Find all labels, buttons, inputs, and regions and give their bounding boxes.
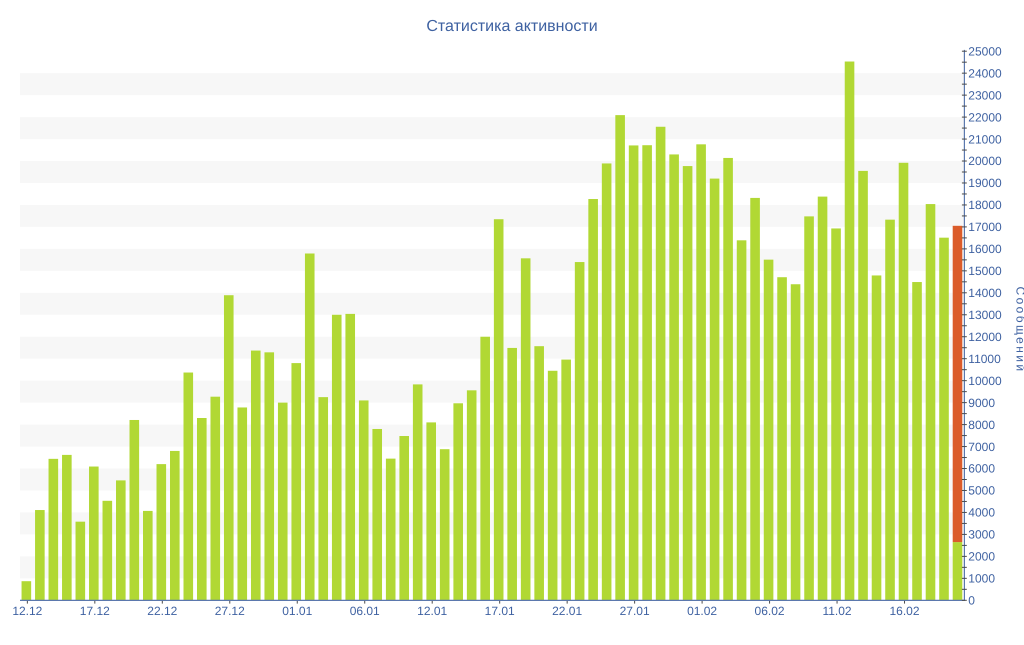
svg-text:06.01: 06.01 (350, 604, 380, 618)
svg-text:16000: 16000 (968, 242, 1002, 256)
svg-text:25000: 25000 (968, 44, 1002, 58)
svg-text:22.01: 22.01 (552, 604, 582, 618)
svg-text:Статистика активности: Статистика активности (426, 18, 597, 35)
svg-text:01.01: 01.01 (282, 604, 312, 618)
svg-text:16.02: 16.02 (890, 604, 920, 618)
svg-text:17.01: 17.01 (485, 604, 515, 618)
svg-text:12000: 12000 (968, 330, 1002, 344)
svg-text:Сообщений: Сообщений (1013, 287, 1024, 374)
svg-text:12.01: 12.01 (417, 604, 447, 618)
svg-text:18000: 18000 (968, 198, 1002, 212)
svg-text:19000: 19000 (968, 176, 1002, 190)
svg-text:27.01: 27.01 (620, 604, 650, 618)
svg-text:5000: 5000 (968, 484, 995, 498)
svg-text:06.02: 06.02 (755, 604, 785, 618)
svg-text:2000: 2000 (968, 550, 995, 564)
svg-text:15000: 15000 (968, 264, 1002, 278)
svg-text:22.12: 22.12 (147, 604, 177, 618)
svg-text:01.02: 01.02 (687, 604, 717, 618)
svg-text:0: 0 (968, 594, 975, 608)
svg-text:4000: 4000 (968, 506, 995, 520)
svg-text:3000: 3000 (968, 528, 995, 542)
svg-text:17000: 17000 (968, 220, 1002, 234)
svg-text:22000: 22000 (968, 110, 1002, 124)
svg-text:17.12: 17.12 (80, 604, 110, 618)
svg-text:10000: 10000 (968, 374, 1002, 388)
svg-text:9000: 9000 (968, 396, 995, 410)
svg-text:7000: 7000 (968, 440, 995, 454)
svg-text:12.12: 12.12 (12, 604, 42, 618)
svg-text:21000: 21000 (968, 132, 1002, 146)
svg-text:11000: 11000 (968, 352, 1001, 366)
svg-text:14000: 14000 (968, 286, 1002, 300)
svg-text:11.02: 11.02 (822, 604, 851, 618)
svg-text:13000: 13000 (968, 308, 1002, 322)
svg-text:20000: 20000 (968, 154, 1002, 168)
svg-text:8000: 8000 (968, 418, 995, 432)
svg-text:24000: 24000 (968, 66, 1002, 80)
svg-text:1000: 1000 (968, 572, 995, 586)
svg-text:6000: 6000 (968, 462, 995, 476)
svg-text:27.12: 27.12 (215, 604, 245, 618)
svg-text:23000: 23000 (968, 88, 1002, 102)
